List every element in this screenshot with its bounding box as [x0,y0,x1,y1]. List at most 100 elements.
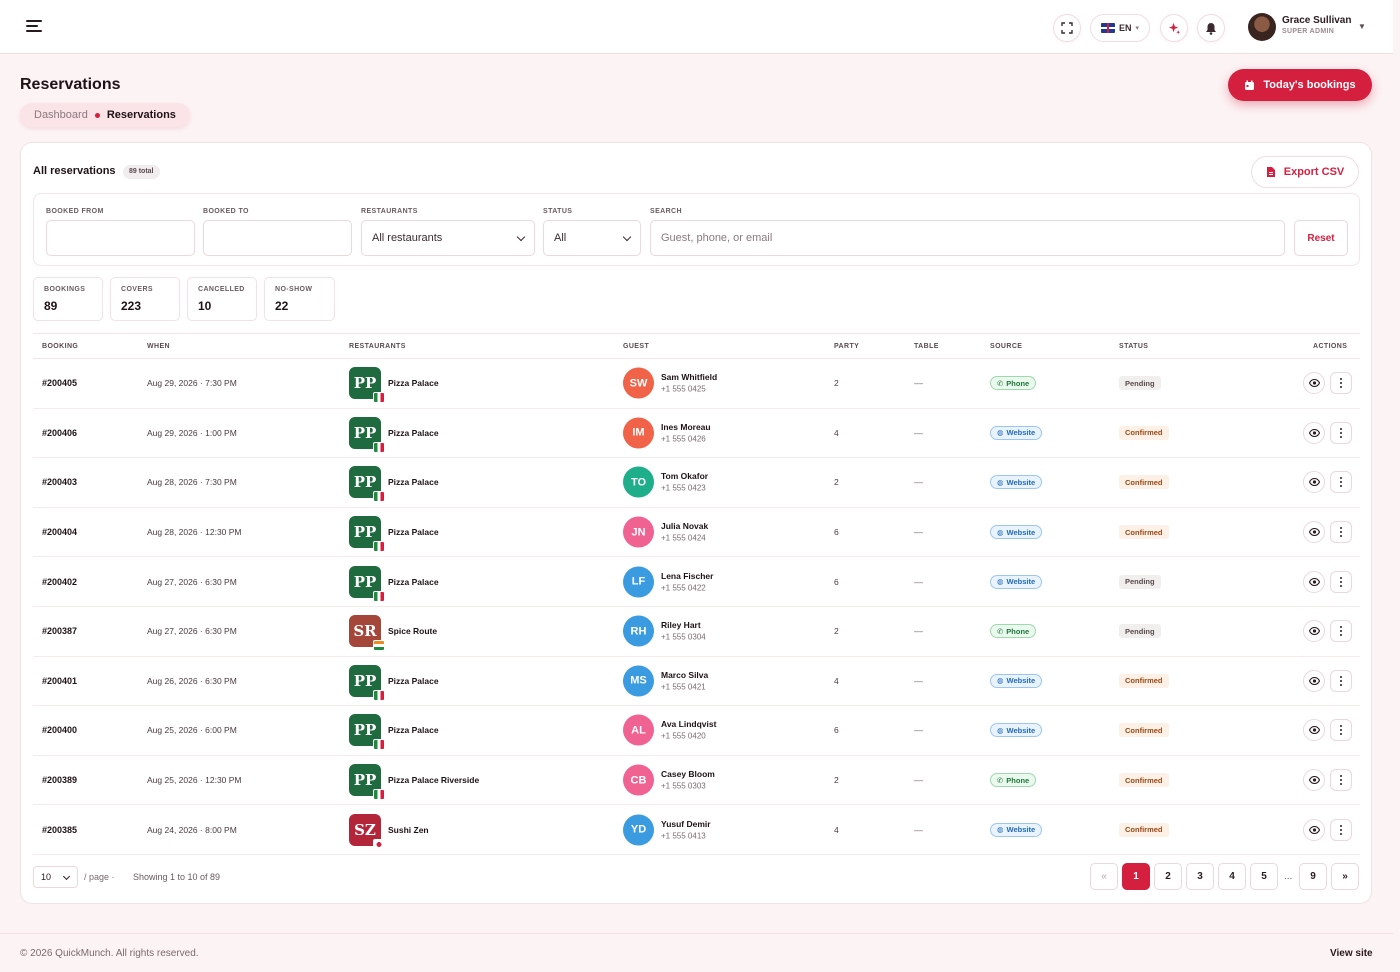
breadcrumb-dashboard-link[interactable]: Dashboard [34,109,88,121]
page-size-select[interactable]: 10 [33,866,78,888]
pagination-prev-button[interactable]: « [1090,863,1118,890]
restaurant-logo: SR [349,615,385,652]
search-input[interactable]: Guest, phone, or email [650,220,1285,256]
view-site-link[interactable]: View site [1330,948,1373,959]
status-select-value: All [554,232,567,244]
booked-to-label: BOOKED TO [203,208,249,215]
view-button[interactable] [1303,620,1325,643]
source-badge: ◍ Website [990,574,1043,589]
stat-bookings: BOOKINGS 89 [33,277,103,321]
chevron-down-icon [622,232,632,242]
view-button[interactable] [1303,521,1325,544]
more-actions-button[interactable] [1330,471,1352,494]
more-actions-button[interactable] [1330,421,1352,444]
guest-name[interactable]: Ines Moreau [661,421,711,432]
booking-id[interactable]: #200387 [42,626,78,637]
booking-id[interactable]: #200385 [42,824,78,835]
guest-name[interactable]: Lena Fischer [661,570,714,581]
view-button[interactable] [1303,570,1325,593]
more-actions-button[interactable] [1330,620,1352,643]
guest-name[interactable]: Ava Lindqvist [661,719,717,730]
source-label: Website [1006,825,1036,835]
column-header-actions: ACTIONS [1313,343,1348,350]
language-selector[interactable]: EN ▾ [1090,14,1150,42]
more-actions-button[interactable] [1330,372,1352,395]
ai-assistant-button[interactable] [1160,14,1188,42]
pagination-next-button[interactable]: » [1331,863,1359,890]
pagination-page-9[interactable]: 9 [1299,863,1327,890]
source-badge: ◍ Website [990,475,1043,490]
booking-id[interactable]: #200401 [42,675,78,686]
guest-name[interactable]: Casey Bloom [661,769,715,780]
source-label: Phone [1006,626,1030,636]
restaurant-name[interactable]: Pizza Palace [388,527,439,538]
more-actions-button[interactable] [1330,669,1352,692]
pagination-page-5[interactable]: 5 [1250,863,1278,890]
fullscreen-button[interactable] [1053,14,1081,42]
user-avatar[interactable] [1248,13,1276,41]
restaurant-logo: SZ [349,813,385,850]
restaurant-name[interactable]: Pizza Palace [388,378,439,389]
cuisine-flag-icon [373,541,385,553]
guest-avatar: YD [623,814,654,846]
booking-id[interactable]: #200406 [42,427,78,438]
export-csv-button[interactable]: Export CSV [1251,156,1359,188]
booking-id[interactable]: #200400 [42,725,78,736]
more-actions-button[interactable] [1330,570,1352,593]
user-name[interactable]: Grace Sullivan [1282,15,1352,26]
todays-bookings-button[interactable]: Today's bookings [1228,69,1372,101]
restaurant-name[interactable]: Pizza Palace Riverside [388,775,480,786]
notifications-button[interactable] [1197,14,1225,42]
booking-id[interactable]: #200403 [42,477,78,488]
view-button[interactable] [1303,669,1325,692]
pagination-page-1[interactable]: 1 [1122,863,1150,890]
view-button[interactable] [1303,719,1325,742]
chevron-down-icon[interactable]: ▼ [1358,22,1366,31]
more-actions-button[interactable] [1330,818,1352,841]
booking-id[interactable]: #200402 [42,576,78,587]
guest-phone: +1 555 0423 [661,483,706,493]
table-number: — [914,576,923,587]
view-button[interactable] [1303,372,1325,395]
guest-name[interactable]: Riley Hart [661,620,701,631]
guest-avatar: SW [623,367,654,399]
status-badge: Confirmed [1119,475,1169,490]
more-actions-button[interactable] [1330,521,1352,544]
guest-name[interactable]: Sam Whitfield [661,372,718,383]
restaurants-select[interactable]: All restaurants [361,220,535,256]
restaurant-logo: PP [349,416,385,453]
status-select[interactable]: All [543,220,641,256]
restaurant-name[interactable]: Pizza Palace [388,725,439,736]
restaurant-name[interactable]: Pizza Palace [388,427,439,438]
guest-name[interactable]: Marco Silva [661,669,709,680]
booking-id[interactable]: #200389 [42,775,78,786]
cuisine-flag-icon [373,491,385,503]
guest-name[interactable]: Yusuf Demir [661,818,711,829]
source-label: Website [1006,577,1036,587]
pagination-page-4[interactable]: 4 [1218,863,1246,890]
booked-from-input[interactable] [46,220,195,256]
hamburger-icon[interactable] [26,20,42,34]
booked-to-input[interactable] [203,220,352,256]
restaurant-name[interactable]: Sushi Zen [388,824,429,835]
reset-button[interactable]: Reset [1294,220,1348,256]
restaurant-name[interactable]: Spice Route [388,626,438,637]
view-button[interactable] [1303,421,1325,444]
guest-avatar: AL [623,714,654,746]
restaurant-name[interactable]: Pizza Palace [388,675,439,686]
pagination-page-3[interactable]: 3 [1186,863,1214,890]
guest-name[interactable]: Tom Okafor [661,471,709,482]
view-button[interactable] [1303,471,1325,494]
restaurant-name[interactable]: Pizza Palace [388,477,439,488]
filters-panel: BOOKED FROM BOOKED TO RESTAURANTS All re… [33,193,1360,266]
guest-name[interactable]: Julia Novak [661,521,709,532]
view-button[interactable] [1303,769,1325,792]
globe-icon: ◍ [997,428,1004,438]
booking-id[interactable]: #200404 [42,527,78,538]
more-actions-button[interactable] [1330,719,1352,742]
booking-id[interactable]: #200405 [42,378,78,389]
pagination-page-2[interactable]: 2 [1154,863,1182,890]
restaurant-name[interactable]: Pizza Palace [388,576,439,587]
more-actions-button[interactable] [1330,769,1352,792]
view-button[interactable] [1303,818,1325,841]
